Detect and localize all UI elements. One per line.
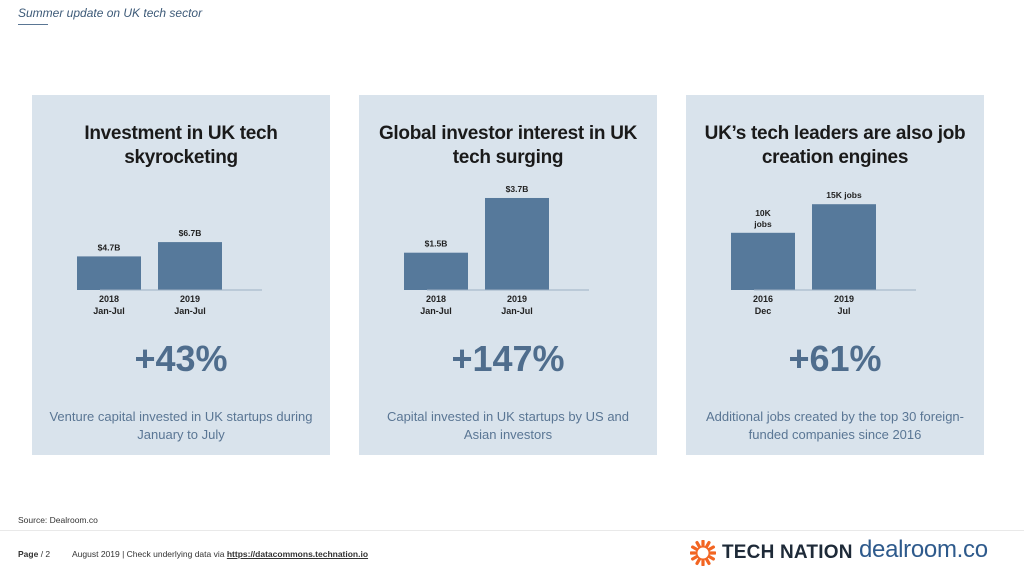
category-label: 2019 (180, 294, 200, 304)
category-label: Jan-Jul (420, 306, 452, 316)
dealroom-logo: dealroom.co (859, 536, 988, 563)
bar-2016 (731, 232, 795, 290)
footer-meta: August 2019 | Check underlying data via … (72, 549, 368, 559)
category-label: Jan-Jul (174, 306, 206, 316)
bar-value-label: $6.7B (179, 228, 202, 238)
panel-description: Venture capital invested in UK startups … (49, 409, 313, 442)
category-label: 2019 (507, 294, 527, 304)
bar-2018 (77, 256, 141, 290)
sun-icon (690, 540, 716, 566)
panel-investment: Investment in UK tech skyrocketing $4.7B… (32, 95, 330, 455)
bar-2019 (812, 204, 876, 290)
category-label: Dec (755, 306, 772, 316)
bar-value-label: jobs (753, 219, 772, 229)
category-label: Jan-Jul (93, 306, 125, 316)
bar-2019 (158, 242, 222, 290)
bar-value-label: 15K jobs (826, 190, 862, 200)
page-label: Page (18, 549, 39, 559)
panel-description: Capital invested in UK startups by US an… (386, 409, 630, 442)
footer-rule (0, 530, 1024, 531)
big-number: +61% (788, 338, 882, 379)
category-label: 2018 (426, 294, 446, 304)
panel-title: UK’s tech leaders are also job creation … (704, 123, 966, 168)
tech-nation-logo: TECH NATION (690, 540, 853, 566)
bar-value-label: $1.5B (425, 239, 448, 249)
page-indicator: Page / 2 (18, 549, 50, 559)
header-rule (18, 24, 48, 25)
bar-chart-investment: $4.7B 2018 Jan-Jul $6.7B 2019 Jan-Jul (77, 228, 262, 316)
category-label: 2016 (753, 294, 773, 304)
big-number: +43% (134, 338, 228, 379)
category-label: 2018 (99, 294, 119, 304)
page-header-title: Summer update on UK tech sector (18, 6, 203, 20)
bar-value-label: $4.7B (98, 242, 121, 252)
bar-2019 (485, 197, 549, 290)
bar-chart-global-investor: $1.5B 2018 Jan-Jul $3.7B 2019 Jan-Jul (404, 184, 589, 316)
panel-description: Additional jobs created by the top 30 fo… (705, 409, 964, 442)
category-label: 2019 (834, 294, 854, 304)
tech-nation-wordmark: TECH NATION (722, 542, 853, 563)
panel-jobs: UK’s tech leaders are also job creation … (686, 95, 984, 455)
page-number: / 2 (40, 549, 51, 559)
panel-title: Investment in UK tech skyrocketing (84, 123, 278, 168)
bar-value-label: 10K (755, 208, 771, 218)
category-label: Jan-Jul (501, 306, 533, 316)
footer-meta-text: August 2019 | Check underlying data via (72, 549, 227, 559)
big-number: +147% (451, 338, 565, 379)
datacommons-link[interactable]: https://datacommons.technation.io (226, 549, 369, 559)
bar-value-label: $3.7B (506, 184, 529, 194)
panel-global-investor: Global investor interest in UK tech surg… (359, 95, 657, 455)
bar-2018 (404, 252, 468, 290)
source-note: Source: Dealroom.co (18, 515, 98, 525)
panel-title: Global investor interest in UK tech surg… (378, 123, 638, 168)
category-label: Jul (837, 306, 850, 316)
